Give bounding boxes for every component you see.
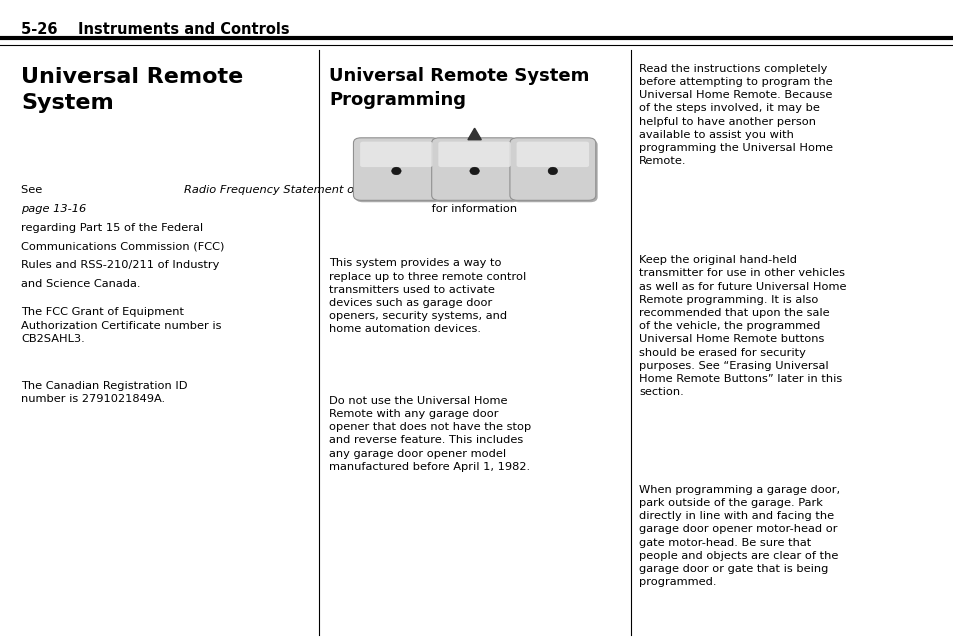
FancyBboxPatch shape [437,142,511,167]
Text: This system provides a way to
replace up to three remote control
transmitters us: This system provides a way to replace up… [329,258,526,334]
FancyBboxPatch shape [353,138,438,200]
Text: Rules and RSS-210/211 of Industry: Rules and RSS-210/211 of Industry [21,260,219,271]
Text: 5-26    Instruments and Controls: 5-26 Instruments and Controls [21,22,290,38]
Text: Radio Frequency Statement on: Radio Frequency Statement on [184,185,360,195]
Text: Read the instructions completely
before attempting to program the
Universal Home: Read the instructions completely before … [639,64,832,167]
Text: page 13-16: page 13-16 [21,204,86,214]
Text: Do not use the Universal Home
Remote with any garage door
opener that does not h: Do not use the Universal Home Remote wit… [329,396,531,471]
FancyBboxPatch shape [511,140,597,202]
Text: The FCC Grant of Equipment
Authorization Certificate number is
CB2SAHL3.: The FCC Grant of Equipment Authorization… [21,308,221,344]
FancyBboxPatch shape [509,138,595,200]
Text: Communications Commission (FCC): Communications Commission (FCC) [21,241,224,251]
Text: See: See [21,185,46,195]
Text: Keep the original hand-held
transmitter for use in other vehicles
as well as for: Keep the original hand-held transmitter … [639,255,846,397]
Text: When programming a garage door,
park outside of the garage. Park
directly in lin: When programming a garage door, park out… [639,485,840,588]
Ellipse shape [547,167,557,175]
FancyBboxPatch shape [431,138,517,200]
FancyBboxPatch shape [355,140,440,202]
Text: Universal Remote System
Programming: Universal Remote System Programming [329,67,589,108]
FancyBboxPatch shape [433,140,518,202]
Text: for information: for information [427,204,517,214]
Text: Universal Remote
System: Universal Remote System [21,67,243,114]
FancyBboxPatch shape [516,142,588,167]
FancyBboxPatch shape [360,142,433,167]
Ellipse shape [392,167,400,175]
Ellipse shape [469,167,478,175]
Text: regarding Part 15 of the Federal: regarding Part 15 of the Federal [21,223,203,233]
Polygon shape [468,128,481,140]
Text: and Science Canada.: and Science Canada. [21,279,140,289]
Text: The Canadian Registration ID
number is 2791021849A.: The Canadian Registration ID number is 2… [21,381,188,404]
